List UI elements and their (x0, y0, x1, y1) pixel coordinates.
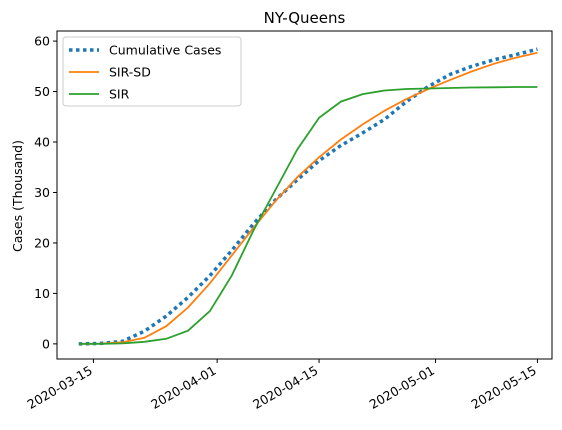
y-axis-label: Cases (Thousand) (10, 140, 25, 252)
x-tick-label: 2020-04-01 (148, 363, 218, 412)
y-tick-label: 60 (34, 34, 50, 49)
y-tick-label: 20 (34, 235, 50, 250)
axes-frame (56, 30, 553, 360)
x-tick-label: 2020-05-01 (367, 363, 437, 412)
y-tick-label: 0 (42, 336, 50, 351)
legend-label: SIR (109, 87, 130, 102)
chart-title: NY-Queens (264, 9, 346, 27)
y-axis: 0 10 20 30 40 50 60 (34, 34, 57, 351)
legend: Cumulative Cases SIR-SD SIR (62, 36, 242, 107)
x-axis: 2020-03-15 2020-04-01 2020-04-15 2020-05-01… (24, 359, 539, 412)
x-tick-label: 2020-05-15 (469, 363, 539, 412)
x-tick-label: 2020-03-15 (24, 363, 94, 412)
y-tick-label: 50 (34, 84, 50, 99)
y-tick-label: 10 (34, 286, 50, 301)
series-line-sir (78, 86, 538, 345)
y-tick-label: 30 (34, 185, 50, 200)
series-line-sir-sd (78, 51, 538, 345)
legend-label: Cumulative Cases (109, 43, 221, 58)
plot-area (56, 30, 553, 360)
y-tick-label: 40 (34, 135, 50, 150)
x-tick-label: 2020-04-15 (250, 363, 320, 412)
legend-box (62, 36, 242, 107)
legend-label: SIR-SD (109, 65, 151, 80)
